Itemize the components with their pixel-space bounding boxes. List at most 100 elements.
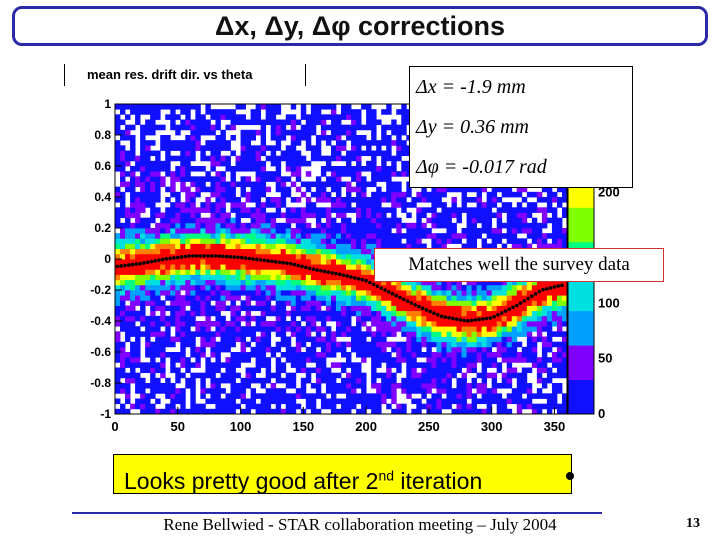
heatmap-cell: [225, 197, 231, 203]
page-number: 13: [686, 516, 700, 531]
heatmap-cell: [376, 145, 382, 151]
heatmap-cell: [376, 171, 382, 177]
heatmap-cell: [130, 331, 136, 337]
heatmap-cell: [185, 171, 191, 177]
heatmap-cell: [225, 326, 231, 332]
heatmap-cell: [280, 119, 287, 126]
heatmap-cell: [205, 243, 211, 250]
heatmap-cell: [421, 388, 427, 394]
heatmap-cell: [300, 362, 307, 368]
heatmap-cell: [501, 315, 508, 322]
heatmap-cell: [135, 243, 141, 250]
heatmap-cell: [356, 176, 362, 182]
heatmap-cell: [145, 248, 151, 255]
heatmap-cell: [220, 228, 226, 234]
heatmap-cell: [381, 176, 387, 182]
heatmap-cell: [546, 300, 553, 306]
heatmap-cell: [361, 310, 367, 317]
heatmap-cell: [140, 248, 146, 255]
heatmap-cell: [471, 284, 477, 291]
heatmap-cell: [205, 109, 211, 115]
heatmap-cell: [521, 279, 528, 286]
heatmap-cell: [496, 279, 503, 286]
heatmap-cell: [170, 140, 176, 146]
heatmap-cell: [260, 331, 267, 337]
heatmap-cell: [230, 135, 236, 141]
heatmap-cell: [325, 388, 332, 394]
heatmap-cell: [325, 228, 332, 234]
heatmap-cell: [546, 310, 553, 317]
mean-profile-point: [296, 263, 301, 268]
heatmap-cell: [140, 197, 146, 203]
heatmap-cell: [356, 171, 362, 177]
heatmap-cell: [260, 295, 267, 301]
heatmap-cell: [200, 264, 206, 270]
heatmap-cell: [456, 305, 462, 312]
heatmap-cell: [310, 305, 317, 312]
heatmap-cell: [456, 310, 462, 317]
heatmap-cell: [120, 300, 126, 306]
heatmap-cell: [220, 212, 226, 219]
heatmap-cell: [155, 212, 161, 219]
heatmap-cell: [195, 119, 201, 126]
heatmap-cell: [150, 290, 156, 296]
heatmap-cell: [536, 305, 543, 312]
iteration-note-sup: nd: [378, 467, 395, 483]
heatmap-cell: [396, 228, 402, 234]
heatmap-cell: [305, 145, 312, 151]
mean-profile-point: [420, 306, 425, 311]
heatmap-cell: [285, 341, 292, 348]
heatmap-cell: [426, 300, 432, 306]
heatmap-cell: [250, 238, 257, 244]
heatmap-cell: [205, 341, 211, 348]
heatmap-cell: [130, 269, 136, 275]
heatmap-cell: [431, 315, 437, 322]
heatmap-cell: [531, 336, 538, 343]
heatmap-cell: [215, 238, 221, 244]
footer-credit: Rene Bellwied - STAR collaboration meeti…: [163, 515, 557, 534]
heatmap-cell: [125, 326, 131, 332]
heatmap-cell: [366, 341, 372, 348]
heatmap-cell: [376, 346, 382, 353]
heatmap-cell: [275, 243, 282, 250]
heatmap-cell: [341, 145, 347, 151]
heatmap-cell: [135, 284, 141, 291]
heatmap-cell: [255, 393, 262, 399]
heatmap-cell: [265, 238, 272, 244]
heatmap-cell: [315, 290, 322, 296]
heatmap-cell: [466, 238, 472, 244]
heatmap-cell: [506, 321, 513, 327]
heatmap-cell: [466, 233, 472, 239]
heatmap-cell: [346, 264, 352, 270]
heatmap-cell: [310, 124, 317, 131]
heatmap-cell: [351, 326, 357, 332]
heatmap-cell: [516, 357, 523, 363]
heatmap-cell: [245, 398, 251, 405]
heatmap-cell: [210, 269, 216, 275]
heatmap-cell: [330, 377, 337, 384]
heatmap-cell: [496, 197, 503, 203]
heatmap-cell: [160, 104, 166, 110]
heatmap-cell: [401, 341, 407, 348]
heatmap-cell: [260, 393, 267, 399]
heatmap-cell: [351, 238, 357, 244]
heatmap-cell: [270, 145, 277, 151]
heatmap-cell: [341, 305, 347, 312]
heatmap-cell: [165, 217, 171, 224]
heatmap-cell: [150, 372, 156, 379]
heatmap-cell: [175, 372, 181, 379]
heatmap-cell: [295, 403, 302, 410]
heatmap-cell: [255, 114, 262, 120]
heatmap-cell: [356, 398, 362, 405]
heatmap-cell: [200, 269, 206, 275]
mean-profile-point: [247, 256, 252, 261]
heatmap-cell: [135, 181, 141, 188]
heatmap-cell: [335, 315, 342, 322]
heatmap-cell: [290, 295, 297, 301]
heatmap-cell: [150, 160, 156, 167]
heatmap-cell: [536, 207, 543, 213]
heatmap-cell: [496, 310, 503, 317]
heatmap-cell: [175, 264, 181, 270]
heatmap-cell: [130, 274, 136, 281]
heatmap-cell: [290, 248, 297, 255]
